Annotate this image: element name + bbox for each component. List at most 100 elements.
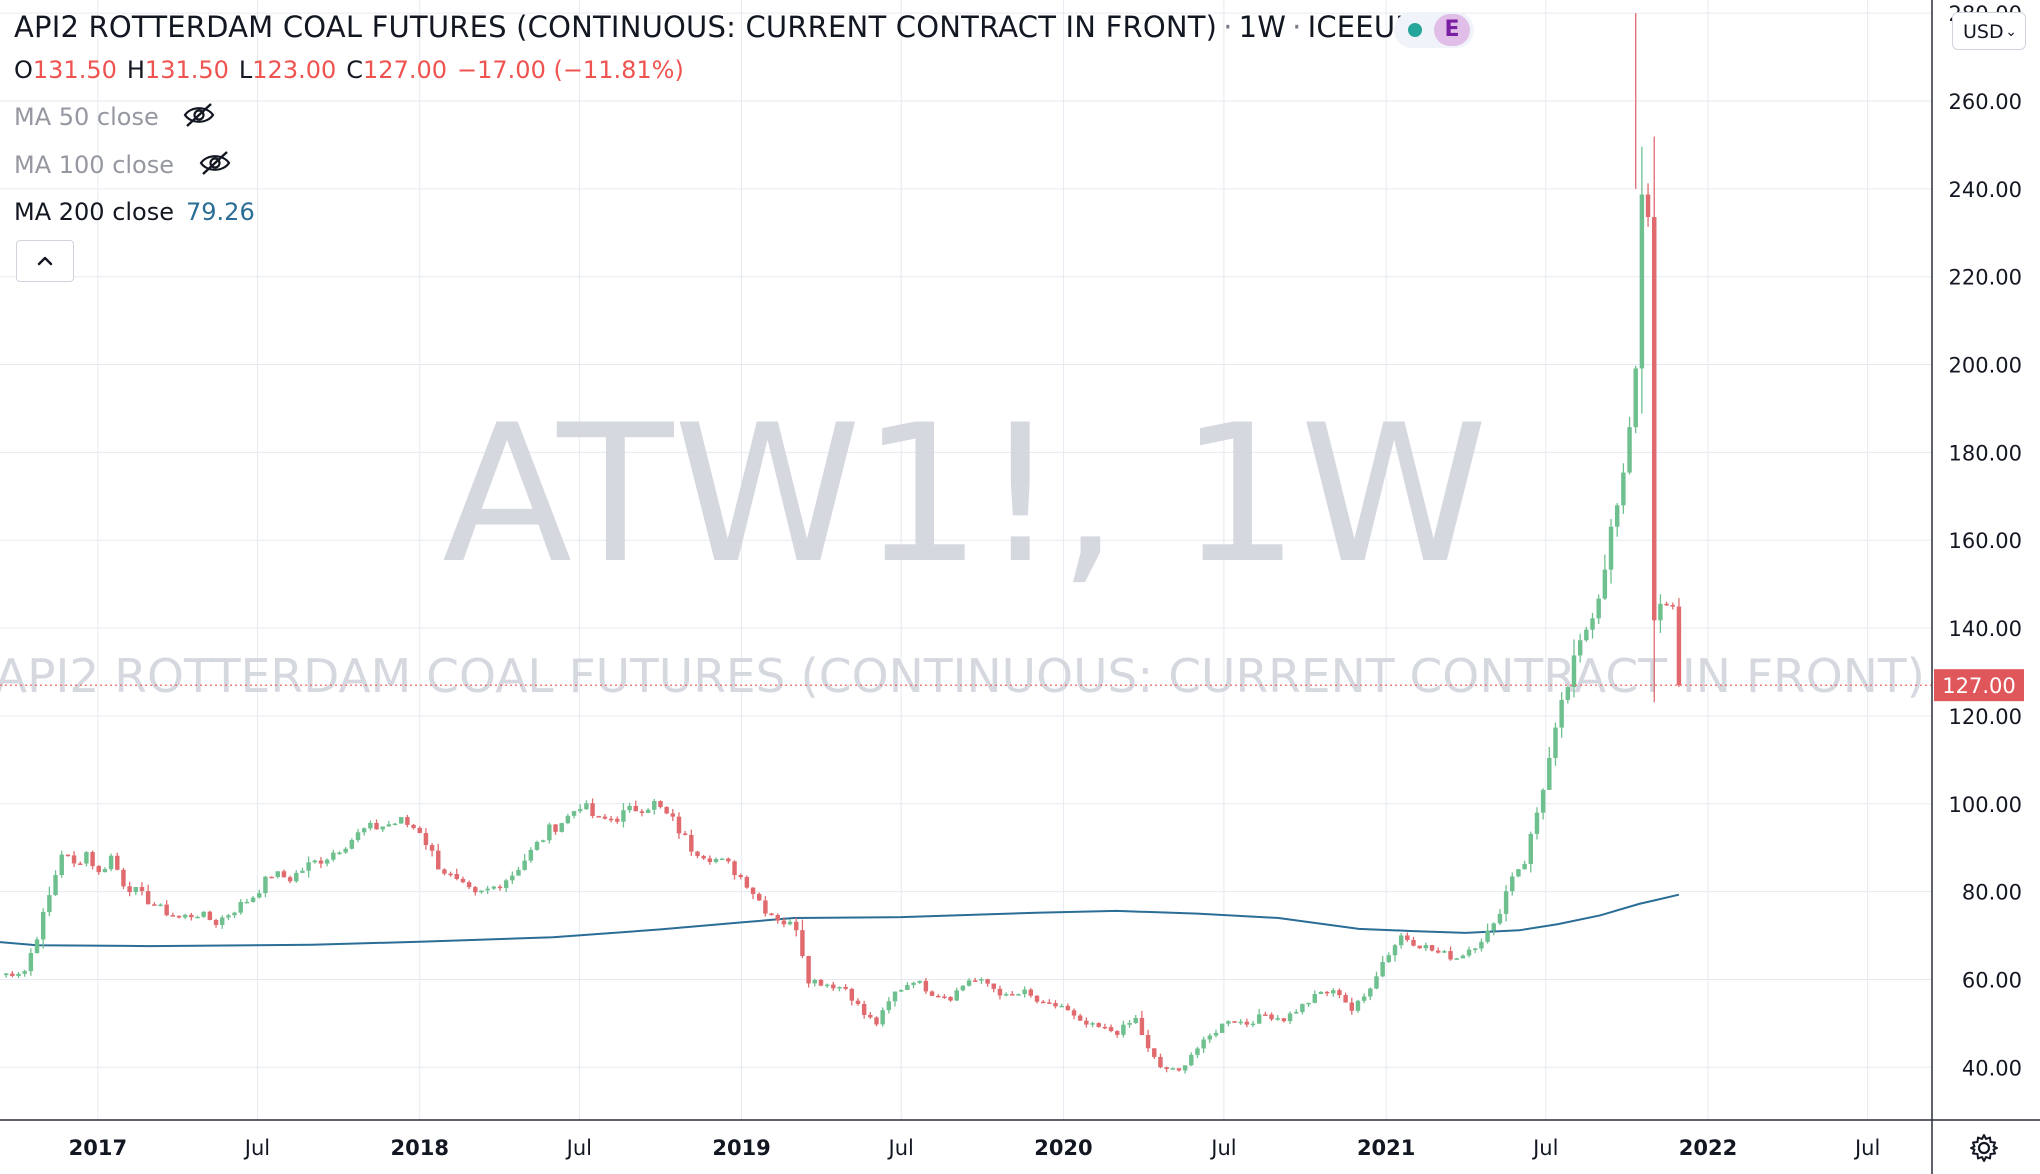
- candle-up: [1602, 554, 1608, 600]
- currency-select[interactable]: USD ⌄: [1952, 12, 2026, 50]
- earnings-badge[interactable]: E: [1434, 14, 1470, 46]
- candle-up: [1256, 1008, 1262, 1025]
- candle-body: [750, 887, 756, 894]
- candle-down: [460, 876, 466, 884]
- candle-body: [1411, 940, 1416, 946]
- candle-body: [1633, 368, 1638, 428]
- candle-body: [707, 858, 713, 863]
- candle-body: [59, 854, 64, 876]
- candle-up: [1287, 1011, 1293, 1024]
- candle-down: [553, 824, 558, 835]
- candle-body: [164, 904, 169, 916]
- candle-down: [670, 809, 676, 822]
- candle-body: [571, 811, 577, 816]
- candle-body: [664, 807, 669, 814]
- candle-up: [53, 870, 58, 897]
- candle-up: [1627, 416, 1632, 475]
- change-value: −17.00 (−11.81%): [457, 56, 684, 84]
- candle-up: [1306, 1002, 1311, 1007]
- y-tick-label: 220.00: [1949, 266, 2022, 290]
- high-value: 131.50: [144, 56, 229, 84]
- candle-body: [1318, 991, 1324, 995]
- candle-body: [1281, 1018, 1287, 1022]
- market-status-pill[interactable]: E: [1394, 12, 1474, 48]
- candle-body: [1226, 1021, 1231, 1024]
- x-tick-label: Jul: [887, 1136, 914, 1160]
- candle-body: [1473, 948, 1478, 951]
- candle-body: [966, 980, 972, 986]
- candle-body: [1503, 891, 1509, 914]
- candle-up: [522, 853, 527, 871]
- x-tick-label: Jul: [243, 1136, 270, 1160]
- candle-body: [1417, 945, 1422, 949]
- candle-down: [973, 977, 978, 982]
- candle-up: [59, 850, 64, 878]
- candle-down: [676, 812, 682, 840]
- candle-down: [318, 857, 324, 869]
- indicator-label[interactable]: MA 200 close: [14, 198, 175, 226]
- candle-body: [405, 817, 410, 825]
- indicator-label[interactable]: MA 100 close: [14, 151, 175, 179]
- watermark-description: API2 ROTTERDAM COAL FUTURES (CONTINUOUS:…: [0, 649, 1925, 703]
- indicator-ma200[interactable]: MA 200 close 79.26: [14, 198, 255, 226]
- candle-body: [1219, 1023, 1225, 1033]
- candle-body: [1380, 962, 1385, 977]
- candle-body: [516, 869, 521, 876]
- candle-body: [1534, 812, 1540, 834]
- candle-body: [361, 828, 367, 833]
- y-tick-label: 80.00: [1962, 881, 2022, 905]
- y-tick-label: 40.00: [1962, 1056, 2022, 1080]
- indicator-label[interactable]: MA 50 close: [14, 103, 159, 131]
- candle-body: [28, 953, 34, 972]
- candle-body: [337, 852, 342, 855]
- currency-value: USD: [1963, 21, 2004, 43]
- candle-body: [84, 852, 89, 864]
- candle-body: [1645, 194, 1651, 218]
- candle-body: [436, 850, 441, 870]
- indicator-ma50[interactable]: MA 50 close: [14, 102, 216, 134]
- indicator-ma100[interactable]: MA 100 close: [14, 150, 232, 182]
- candle-down: [71, 851, 77, 868]
- symbol-name[interactable]: API2 ROTTERDAM COAL FUTURES (CONTINUOUS:…: [14, 10, 1218, 44]
- candle-body: [652, 801, 657, 810]
- candle-body: [1022, 989, 1027, 995]
- candle-up: [905, 982, 910, 991]
- candle-up: [824, 983, 830, 988]
- candle-down: [1096, 1022, 1101, 1028]
- candle-up: [1133, 1014, 1138, 1024]
- y-tick-label: 120.00: [1949, 705, 2022, 729]
- candle-up: [1503, 885, 1509, 922]
- candle-down: [287, 875, 293, 884]
- candle-body: [1627, 427, 1632, 473]
- candle-up: [960, 985, 966, 992]
- candle-down: [948, 996, 953, 1002]
- candle-body: [263, 876, 268, 894]
- collapse-legend-button[interactable]: [16, 240, 74, 282]
- candle-body: [960, 985, 966, 991]
- candle-body: [1429, 945, 1435, 951]
- eye-hidden-icon[interactable]: [182, 102, 216, 134]
- candle-down: [417, 826, 422, 834]
- candle-up: [917, 980, 922, 984]
- symbol-title[interactable]: API2 ROTTERDAM COAL FUTURES (CONTINUOUS:…: [14, 10, 1416, 44]
- candle-up: [1170, 1067, 1176, 1070]
- candle-body: [528, 849, 534, 861]
- candle-up: [1331, 988, 1336, 997]
- candle-body: [806, 956, 811, 984]
- candle-body: [1577, 640, 1583, 656]
- candle-body: [1071, 1010, 1077, 1016]
- candle-down: [1281, 1017, 1287, 1023]
- chart-settings-gear[interactable]: [1968, 1132, 2000, 1168]
- candle-body: [818, 979, 824, 986]
- candle-up: [1491, 922, 1496, 936]
- candle-down: [10, 971, 15, 978]
- candle-up: [1596, 594, 1601, 625]
- candle-up: [787, 919, 793, 926]
- interval-label[interactable]: 1W: [1238, 10, 1287, 44]
- candle-down: [115, 852, 120, 871]
- candle-down: [127, 881, 132, 897]
- candle-down: [374, 819, 379, 830]
- eye-hidden-icon[interactable]: [198, 150, 232, 182]
- candle-body: [34, 939, 40, 954]
